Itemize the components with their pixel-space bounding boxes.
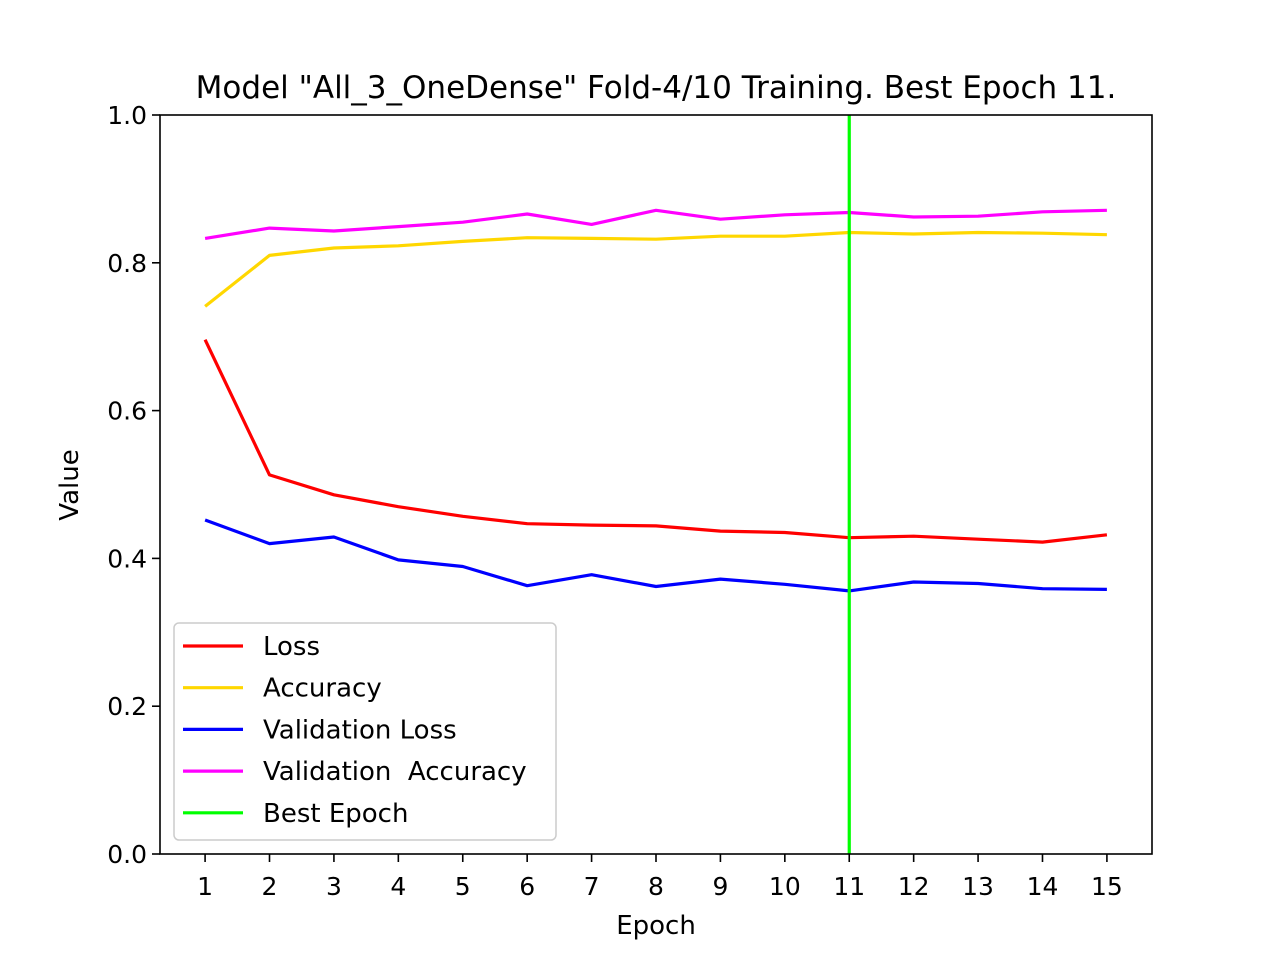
chart-title: Model "All_3_OneDense" Fold-4/10 Trainin… xyxy=(196,70,1117,106)
x-tick-label: 10 xyxy=(769,872,801,901)
x-tick-label: 8 xyxy=(648,872,664,901)
legend-label-loss: Loss xyxy=(263,632,320,662)
x-tick-label: 6 xyxy=(519,872,535,901)
x-tick-label: 15 xyxy=(1091,872,1123,901)
x-tick-label: 2 xyxy=(262,872,278,901)
legend-box xyxy=(173,622,557,841)
x-tick-label: 5 xyxy=(455,872,471,901)
legend-label-accuracy: Accuracy xyxy=(263,674,382,704)
x-axis: 1 2 3 4 5 6 7 8 9 10 11 12 13 14 15 xyxy=(197,854,1123,901)
legend-label-best-epoch: Best Epoch xyxy=(263,799,408,829)
x-tick-label: 1 xyxy=(197,872,213,901)
y-tick-label: 0.8 xyxy=(107,249,147,278)
x-tick-label: 13 xyxy=(962,872,994,901)
series-line-accuracy xyxy=(204,230,1107,308)
series-line-validation-loss xyxy=(204,518,1107,593)
x-tick-label: 4 xyxy=(390,872,406,901)
y-axis: 0.0 0.2 0.4 0.6 0.8 1.0 xyxy=(107,101,160,869)
y-tick-label: 0.0 xyxy=(107,840,147,869)
legend-label-validation-accuracy: Validation Accuracy xyxy=(263,757,527,787)
x-tick-label: 7 xyxy=(584,872,600,901)
y-tick-label: 0.2 xyxy=(107,692,147,721)
legend-label-validation-loss: Validation Loss xyxy=(263,715,457,745)
legend: Loss Accuracy Validation Loss Validation Ac… xyxy=(173,622,557,841)
series-line-loss xyxy=(203,339,1108,544)
x-tick-label: 9 xyxy=(712,872,728,901)
y-tick-label: 0.4 xyxy=(107,544,147,573)
series-line-validation-accuracy xyxy=(204,208,1107,240)
series-layer xyxy=(203,115,1108,854)
x-tick-label: 11 xyxy=(833,872,865,901)
x-axis-label: Epoch xyxy=(616,911,696,941)
y-axis-label: Value xyxy=(55,449,85,520)
x-tick-label: 12 xyxy=(898,872,930,901)
y-tick-label: 0.6 xyxy=(107,397,147,426)
x-tick-label: 14 xyxy=(1027,872,1059,901)
y-tick-label: 1.0 xyxy=(107,101,147,130)
x-tick-label: 3 xyxy=(326,872,342,901)
